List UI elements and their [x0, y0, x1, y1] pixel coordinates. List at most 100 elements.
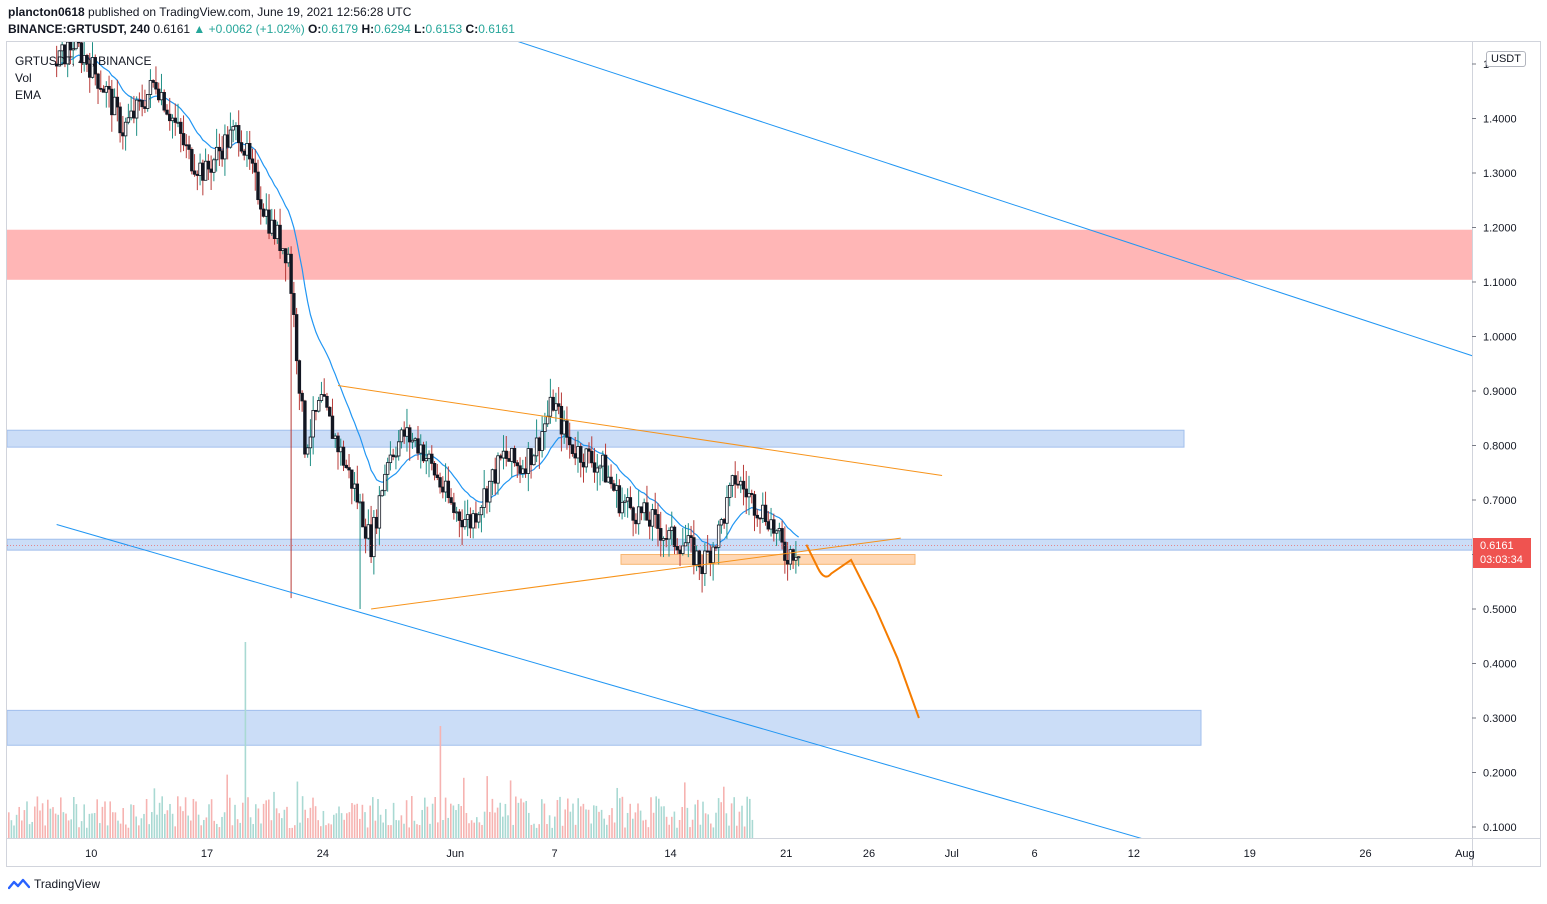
candle-body: [761, 504, 765, 519]
y-tick-label: 0.2000: [1483, 768, 1517, 780]
volume-bar: [606, 824, 608, 838]
candle-body: [493, 469, 497, 484]
legend-title[interactable]: GRTUSDT, 4h, BINANCE: [15, 54, 152, 68]
volume-bar: [515, 796, 517, 838]
candle-body: [435, 474, 439, 478]
volume-bar: [322, 810, 325, 838]
candle-body: [341, 446, 346, 466]
volume-bar: [281, 818, 283, 838]
candle-body: [606, 476, 611, 483]
volume-bar: [374, 820, 377, 838]
volume-bar: [174, 826, 176, 838]
volume-bar: [268, 799, 270, 838]
volume-bar: [260, 823, 262, 838]
volume-bar: [369, 805, 371, 838]
candle-body: [234, 125, 238, 127]
candle-body: [115, 96, 120, 108]
volume-bar: [658, 798, 660, 838]
volume-bar: [52, 807, 54, 838]
volume-bar: [273, 791, 275, 838]
volume-bar: [613, 822, 616, 838]
volume-bar: [218, 827, 221, 838]
candle-body: [408, 427, 412, 443]
candle-body: [248, 143, 252, 160]
candle-body: [107, 85, 111, 90]
zone-3: [7, 709, 1202, 746]
candle-body: [785, 559, 790, 565]
volume-bar: [749, 798, 751, 838]
volume-bar: [109, 801, 111, 838]
candle-body: [763, 504, 768, 523]
volume-bar: [580, 806, 582, 838]
candle-body: [225, 134, 230, 148]
candle-body: [672, 526, 677, 547]
volume-bar: [278, 813, 280, 838]
candle-body: [642, 502, 646, 514]
candle-body: [570, 444, 575, 455]
volume-bar: [18, 806, 20, 838]
volume-bar: [398, 820, 400, 838]
candle-body: [358, 501, 362, 504]
volume-bar: [736, 825, 738, 838]
volume-bar: [257, 808, 260, 838]
volume-bar: [751, 819, 754, 838]
candle-body: [683, 542, 688, 547]
author-name[interactable]: plancton0618: [8, 5, 85, 19]
volume-bar: [195, 801, 197, 838]
volume-bar: [340, 813, 343, 838]
projection-path: [805, 544, 920, 719]
candle-body: [783, 541, 787, 561]
candle-body: [60, 44, 64, 52]
volume-bar: [83, 804, 85, 838]
candle-body: [579, 446, 583, 463]
legend-vol[interactable]: Vol: [15, 71, 32, 85]
low-value: 0.6153: [425, 22, 463, 36]
y-tick-label: 0.5000: [1483, 604, 1517, 616]
candle-body: [537, 437, 542, 452]
candle-body: [121, 132, 125, 137]
volume-bar: [101, 806, 104, 838]
volume-bar: [652, 812, 655, 838]
volume-bar: [86, 827, 88, 838]
chart-frame[interactable]: [6, 41, 1541, 867]
candle-body: [176, 121, 180, 124]
volume-bar: [697, 799, 699, 838]
volume-bar: [444, 797, 447, 838]
volume-bar: [676, 827, 678, 838]
x-tick-label: Jul: [945, 848, 959, 860]
candle-body: [719, 519, 724, 526]
legend-ema[interactable]: EMA: [15, 88, 42, 102]
volume-bar: [122, 808, 124, 838]
candle-body: [556, 403, 561, 407]
volume-bar: [117, 820, 119, 838]
volume-bar: [200, 825, 202, 838]
candle-body: [143, 106, 147, 109]
candle-body: [501, 450, 506, 459]
currency-unit-button[interactable]: USDT: [1486, 51, 1526, 67]
candle-body: [278, 224, 282, 251]
close-label: C:: [465, 22, 479, 36]
candle-body: [603, 454, 608, 483]
volume-bar: [738, 811, 741, 838]
candle-body: [344, 464, 348, 469]
candle-body: [259, 199, 263, 210]
tradingview-brand[interactable]: TradingView: [8, 877, 100, 891]
candle-body: [568, 436, 572, 446]
volume-bar: [564, 809, 566, 838]
candle-body: [383, 473, 387, 492]
candle-body: [794, 556, 798, 561]
candle-body: [253, 162, 257, 173]
volume-bar: [551, 827, 553, 838]
candle-body: [576, 446, 580, 459]
last-price-tag-value: 0.6161: [1480, 540, 1514, 552]
volume-bar: [73, 797, 75, 838]
candle-body: [292, 293, 296, 315]
volume-bar: [663, 806, 665, 838]
candle-body: [686, 535, 691, 544]
volume-bar: [93, 812, 96, 838]
volume-bar: [23, 810, 26, 838]
volume-bar: [457, 803, 460, 838]
volume-bar: [572, 803, 574, 838]
candle-body: [68, 42, 73, 51]
